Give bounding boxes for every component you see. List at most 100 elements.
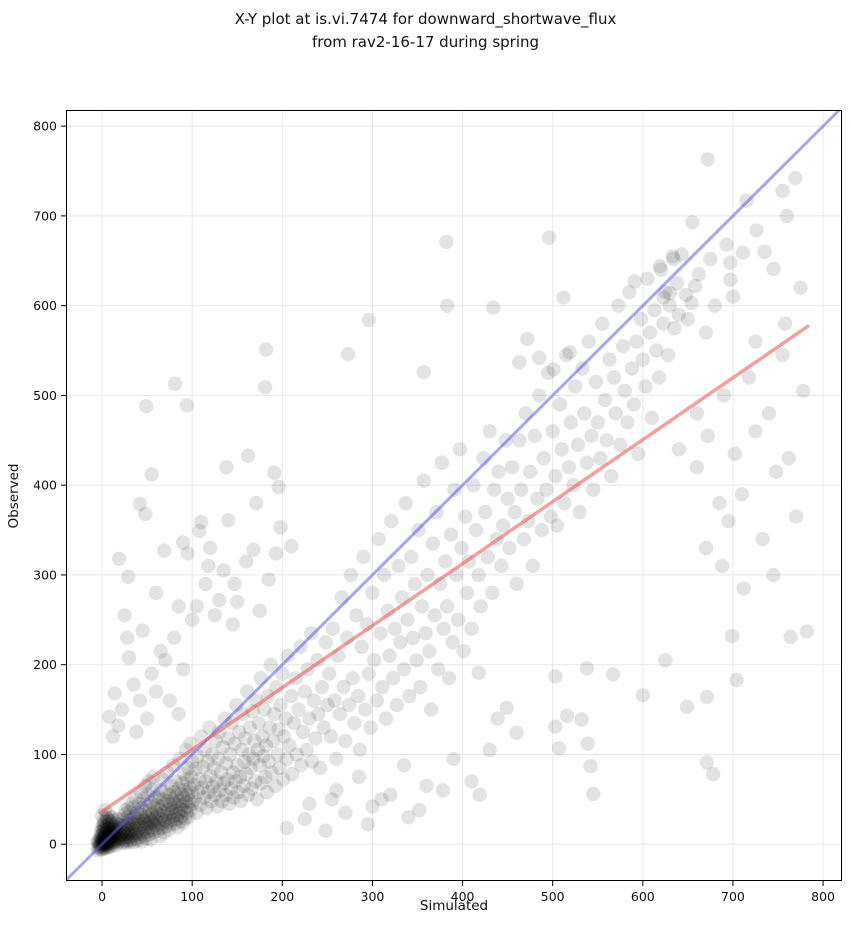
scatter-point bbox=[127, 809, 142, 824]
scatter-point bbox=[162, 810, 177, 825]
scatter-point bbox=[431, 661, 446, 677]
scatter-point bbox=[227, 736, 242, 751]
scatter-point bbox=[130, 811, 146, 827]
scatter-point bbox=[350, 688, 366, 704]
scatter-point bbox=[100, 834, 115, 849]
scatter-point bbox=[387, 621, 403, 636]
scatter-point bbox=[131, 796, 147, 812]
scatter-point bbox=[107, 828, 122, 844]
x-tick-label: 600 bbox=[631, 889, 655, 904]
scatter-point bbox=[495, 518, 511, 533]
scatter-point bbox=[286, 715, 302, 731]
scatter-point bbox=[500, 491, 515, 506]
scatter-point bbox=[656, 316, 671, 331]
scatter-point bbox=[270, 747, 286, 762]
scatter-point bbox=[171, 599, 186, 614]
scatter-point bbox=[662, 298, 678, 313]
scatter-point bbox=[157, 796, 173, 812]
scatter-point bbox=[105, 822, 121, 838]
scatter-point bbox=[113, 828, 129, 844]
scatter-point bbox=[671, 307, 687, 322]
scatter-point bbox=[321, 666, 337, 681]
scatter-point bbox=[383, 787, 398, 803]
scatter-point bbox=[323, 729, 339, 744]
scatter-point bbox=[513, 482, 529, 497]
scatter-point bbox=[536, 451, 551, 466]
scatter-point bbox=[338, 805, 353, 820]
scatter-point bbox=[132, 814, 148, 829]
scatter-point bbox=[749, 223, 764, 238]
y-tick-label: 600 bbox=[33, 298, 57, 313]
scatter-point bbox=[724, 628, 740, 644]
scatter-point bbox=[502, 540, 517, 556]
scatter-point bbox=[349, 608, 364, 623]
scatter-point bbox=[779, 208, 795, 224]
scatter-point bbox=[405, 630, 421, 645]
scatter-point bbox=[120, 827, 136, 842]
scatter-point bbox=[184, 796, 200, 812]
scatter-point bbox=[173, 801, 188, 817]
scatter-point bbox=[102, 833, 117, 848]
scatter-point bbox=[96, 823, 112, 838]
scatter-point bbox=[94, 808, 110, 823]
scatter-point bbox=[158, 784, 174, 800]
scatter-point bbox=[114, 702, 130, 717]
scatter-point bbox=[799, 624, 815, 639]
scatter-point bbox=[766, 567, 781, 583]
scatter-point bbox=[262, 720, 277, 735]
scatter-point bbox=[207, 787, 222, 803]
scatter-point bbox=[131, 820, 147, 836]
scatter-point bbox=[104, 810, 120, 825]
scatter-point bbox=[128, 790, 143, 805]
scatter-point bbox=[171, 781, 186, 796]
scatter-point bbox=[230, 594, 245, 610]
scatter-point bbox=[96, 818, 112, 833]
scatter-point bbox=[106, 812, 121, 828]
scatter-point bbox=[271, 479, 286, 495]
scatter-point bbox=[139, 797, 154, 812]
scatter-point bbox=[122, 834, 138, 849]
scatter-point bbox=[363, 720, 378, 735]
scatter-point bbox=[210, 799, 225, 814]
scatter-point bbox=[212, 592, 227, 608]
scatter-point bbox=[153, 811, 168, 827]
scatter-point bbox=[378, 711, 394, 726]
scatter-point bbox=[548, 669, 563, 684]
scatter-point bbox=[240, 448, 256, 463]
scatter-point bbox=[96, 832, 112, 847]
scatter-point bbox=[249, 792, 265, 807]
scatter-point bbox=[139, 711, 155, 726]
scatter-point bbox=[166, 801, 181, 816]
scatter-point bbox=[651, 370, 667, 385]
scatter-point bbox=[665, 249, 680, 264]
scatter-point bbox=[263, 657, 278, 672]
scatter-point bbox=[343, 567, 359, 583]
scatter-point bbox=[512, 433, 527, 448]
scatter-point bbox=[551, 740, 567, 756]
scatter-point bbox=[414, 599, 430, 614]
scatter-point bbox=[593, 451, 608, 466]
scatter-point bbox=[233, 793, 249, 809]
scatter-point bbox=[232, 769, 248, 785]
scatter-point bbox=[130, 833, 145, 848]
scatter-point bbox=[599, 433, 614, 448]
x-tick-label: 200 bbox=[270, 889, 294, 904]
scatter-point bbox=[459, 585, 475, 601]
scatter-point bbox=[196, 790, 212, 805]
scatter-point bbox=[464, 774, 479, 789]
scatter-point bbox=[703, 251, 718, 267]
scatter-point bbox=[148, 811, 163, 827]
scatter-point bbox=[649, 343, 664, 358]
scatter-point bbox=[171, 706, 186, 722]
scatter-point bbox=[95, 822, 111, 838]
scatter-plot: 0 100 200 300 400 500 600 700 800 0 100 200 300 400 50… bbox=[33, 110, 842, 904]
scatter-point bbox=[93, 824, 109, 839]
scatter-point bbox=[102, 817, 117, 832]
scatter-point bbox=[755, 531, 770, 547]
scatter-point bbox=[180, 799, 195, 814]
scatter-point bbox=[658, 653, 673, 668]
scatter-point bbox=[95, 840, 111, 855]
scatter-point bbox=[522, 464, 538, 479]
scatter-point bbox=[454, 540, 469, 556]
scatter-point bbox=[126, 677, 141, 692]
